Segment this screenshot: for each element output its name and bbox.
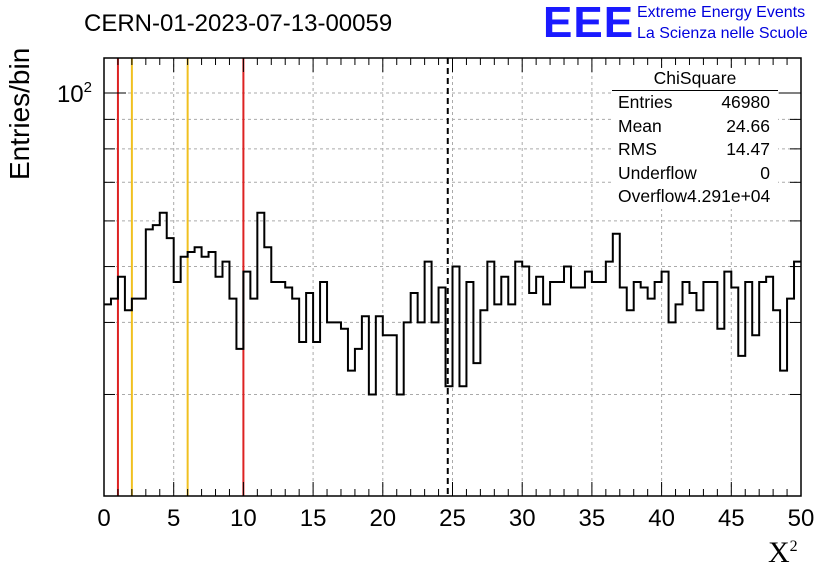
- x-tick-label: 20: [369, 505, 396, 532]
- x-tick-label: 15: [300, 505, 327, 532]
- stats-value: 24.66: [726, 115, 770, 136]
- stats-value: 46980: [721, 92, 770, 112]
- y-axis-label: Entries/bin: [4, 47, 35, 180]
- stats-row-rms: RMS 14.47: [612, 138, 778, 162]
- stats-value: 0: [760, 162, 770, 183]
- x-tick-label: 35: [579, 505, 606, 532]
- x-axis-label: X2: [768, 536, 798, 570]
- x-axis-label-text: X: [768, 536, 790, 569]
- x-tick-label: 30: [509, 505, 536, 532]
- x-tick-label: 40: [648, 505, 675, 532]
- stats-title: ChiSquare: [612, 68, 778, 91]
- x-tick-label: 25: [439, 505, 466, 532]
- stats-value: 4.291e+04: [687, 186, 771, 206]
- stats-box: ChiSquare Entries 46980 Mean 24.66 RMS 1…: [612, 68, 778, 209]
- x-tick-label: 45: [718, 505, 745, 532]
- x-tick-label: 10: [230, 505, 257, 532]
- x-axis-label-sup: 2: [789, 538, 798, 555]
- chart-title: CERN-01-2023-07-13-00059: [84, 10, 393, 37]
- stats-row-overflow: Overflow 4.291e+04: [612, 185, 778, 209]
- stats-row-underflow: Underflow 0: [612, 162, 778, 186]
- x-tick-label: 5: [167, 505, 180, 532]
- stats-value: 14.47: [726, 139, 770, 159]
- stats-label: RMS: [618, 139, 657, 159]
- x-tick-label: 0: [97, 505, 110, 532]
- logo-line-2: La Scienza nelle Scuole: [637, 25, 808, 42]
- logo-line-1: Extreme Energy Events: [637, 4, 806, 21]
- stats-row-entries: Entries 46980: [612, 91, 778, 115]
- stats-label: Overflow: [618, 186, 688, 206]
- stats-row-mean: Mean 24.66: [612, 115, 778, 139]
- stats-label: Entries: [618, 92, 673, 112]
- x-tick-label: 50: [788, 505, 815, 532]
- y-tick-label: 102: [57, 79, 92, 108]
- stats-label: Mean: [618, 115, 662, 136]
- eee-logo: EEE: [543, 0, 635, 47]
- histogram-series: [104, 211, 801, 396]
- stats-label: Underflow: [618, 162, 697, 183]
